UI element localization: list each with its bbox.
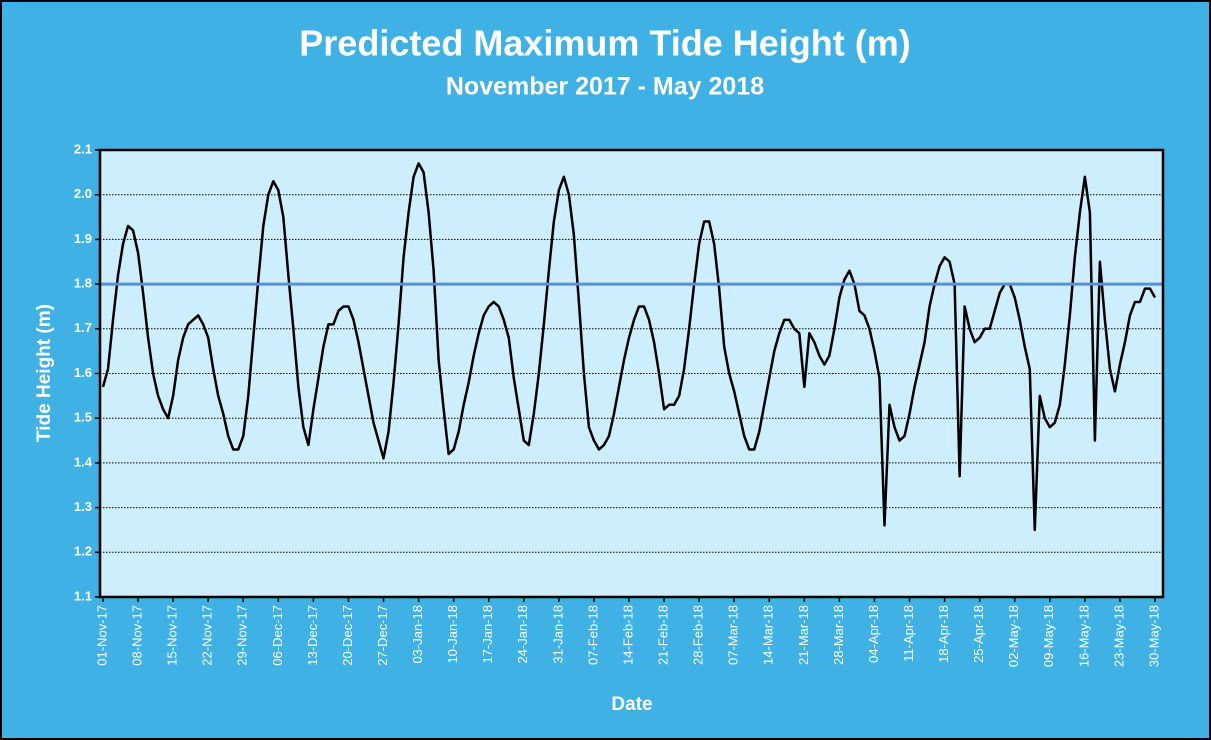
plot-border [98, 148, 1165, 599]
x-tick-label: 17-Jan-18 [480, 605, 495, 664]
x-tick-label: 24-Jan-18 [515, 605, 530, 664]
x-tick-label: 11-Apr-18 [901, 605, 916, 662]
data-line [101, 162, 1157, 532]
chart-subtitle: November 2017 - May 2018 [446, 73, 764, 101]
y-tick-label: 2.1 [74, 141, 92, 156]
y-tick-label: 1.8 [74, 276, 92, 291]
y-tick-label: 1.7 [74, 320, 92, 335]
x-tick-label: 04-Apr-18 [866, 605, 881, 663]
x-tick-label: 02-May-18 [1006, 605, 1021, 667]
y-tick-label: 1.2 [74, 544, 92, 559]
x-tick-label: 16-May-18 [1076, 605, 1091, 667]
x-tick-label: 28-Feb-18 [691, 605, 706, 665]
x-tick-label: 08-Nov-17 [130, 605, 145, 666]
x-tick-label: 06-Dec-17 [270, 605, 285, 666]
x-tick-label: 15-Nov-17 [165, 605, 180, 666]
x-tick-label: 29-Nov-17 [235, 605, 250, 666]
x-tick-label: 25-Apr-18 [971, 605, 986, 663]
x-tick-label: 14-Mar-18 [761, 605, 776, 665]
x-tick-label: 10-Jan-18 [445, 605, 460, 664]
chart-title: Predicted Maximum Tide Height (m) [299, 23, 910, 64]
x-tick-label: 21-Feb-18 [656, 605, 671, 665]
x-axis-label: Date [611, 694, 652, 715]
x-tick-label: 23-May-18 [1111, 605, 1126, 667]
x-tick-label: 22-Nov-17 [200, 605, 215, 666]
y-tick-label: 2.0 [74, 186, 92, 201]
x-tick-label: 07-Feb-18 [585, 605, 600, 665]
x-tick-label: 31-Jan-18 [550, 605, 565, 664]
y-tick-label: 1.3 [74, 499, 92, 514]
y-tick-label: 1.6 [74, 365, 92, 380]
x-tick-label: 01-Nov-17 [94, 605, 109, 666]
y-tick-label: 1.4 [74, 454, 93, 469]
x-tick-label: 13-Dec-17 [305, 605, 320, 666]
x-tick-label: 14-Feb-18 [620, 605, 635, 665]
x-tick-label: 21-Mar-18 [796, 605, 811, 665]
y-tick-label: 1.1 [74, 588, 92, 603]
x-tick-label: 03-Jan-18 [410, 605, 425, 664]
x-tick-label: 09-May-18 [1041, 605, 1056, 667]
x-tick-label: 07-Mar-18 [726, 605, 741, 665]
x-tick-label: 18-Apr-18 [936, 605, 951, 663]
y-axis-label: Tide Height (m) [34, 304, 55, 442]
y-tick-label: 1.5 [74, 410, 92, 425]
y-tick-label: 1.9 [74, 231, 92, 246]
x-tick-label: 27-Dec-17 [375, 605, 390, 666]
x-tick-label: 20-Dec-17 [340, 605, 355, 666]
x-tick-label: 30-May-18 [1146, 605, 1161, 667]
x-tick-label: 28-Mar-18 [831, 605, 846, 665]
